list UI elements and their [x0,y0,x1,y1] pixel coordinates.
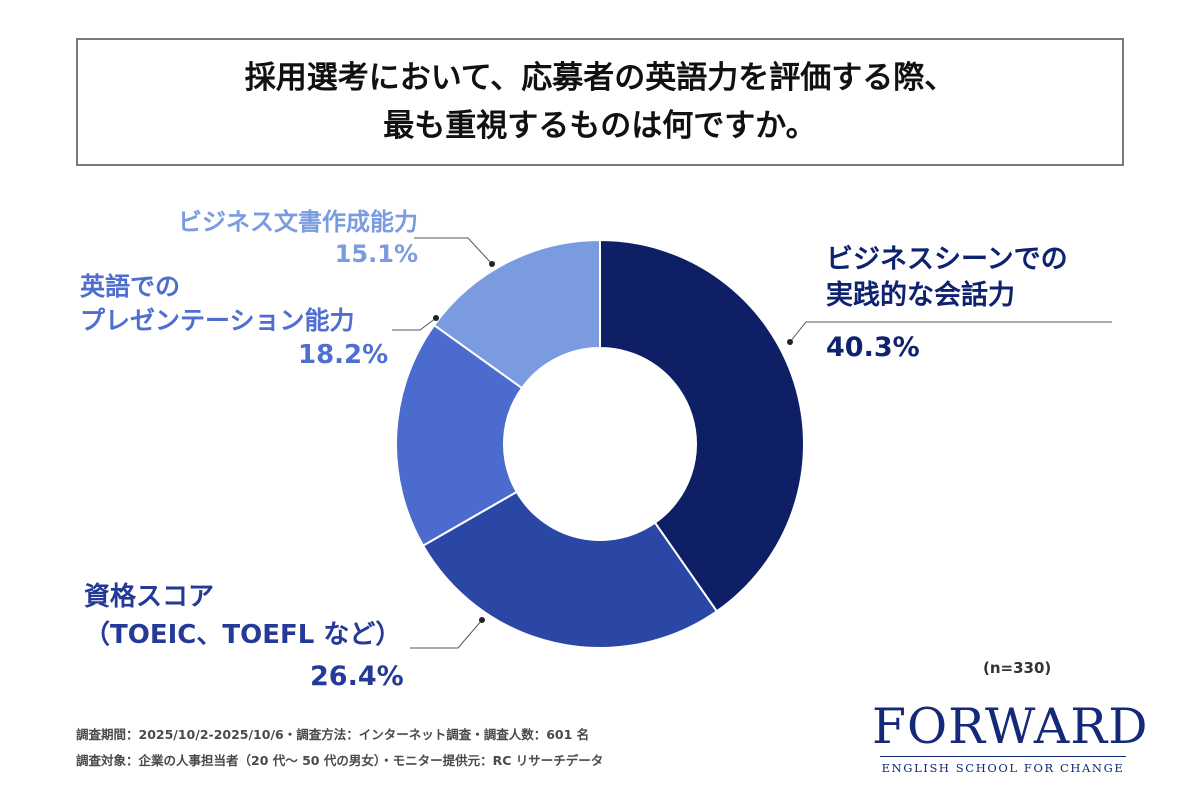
slice-label-business-conversation: ビジネスシーンでの 実践的な会話力 40.3% [826,242,1068,366]
brand-divider [880,756,1126,757]
brand-name: FORWARD [872,698,1149,755]
leader-dot [433,315,439,321]
leader-dot [489,261,495,267]
brand-logo: FORWARD ENGLISH SCHOOL FOR CHANGE [872,698,1149,776]
chart-title-line-1: 採用選考において、応募者の英語力を評価する際、 [244,60,956,96]
chart-title-box: 採用選考において、応募者の英語力を評価する際、 最も重視するものは何ですか。 [76,38,1124,166]
slice-value-label: 18.2% [298,340,389,370]
slice-label-text: （TOEIC、TOEFL など） [84,620,402,650]
slice-label-qualification-score: 資格スコア （TOEIC、TOEFL など） 26.4% [84,578,404,696]
slice-label-text: ビジネスシーンでの [826,244,1068,275]
leader-lines [392,237,1112,649]
slice-qualification-score [421,490,719,649]
leader-dot [479,617,485,623]
slice-label-text: ビジネス文書作成能力 [178,208,418,236]
brand-tagline: ENGLISH SCHOOL FOR CHANGE [881,761,1125,775]
sample-size-note: (n=330) [983,659,1052,677]
slice-label-text: 英語での [80,272,181,301]
slice-label-presentation: 英語での プレゼンテーション能力 18.2% [80,270,388,372]
slice-value-label: 15.1% [334,240,418,268]
slice-presentation [395,323,524,547]
leader-line-business-writing [414,237,493,265]
survey-footnote-target: 調査対象：企業の人事担当者（20 代〜 50 代の男女）・モニター提供元：RC … [76,753,604,768]
slice-label-text: プレゼンテーション能力 [80,306,355,335]
leader-dot [787,339,793,345]
slice-label-text: 資格スコア [84,582,215,612]
leader-line-business-conversation [789,321,1112,343]
leader-line-qualification-score [410,619,483,649]
slice-label-business-writing: ビジネス文書作成能力 15.1% [156,206,418,270]
slice-value-label: 40.3% [826,332,920,363]
survey-footnote-period: 調査期間：2025/10/2-2025/10/6・調査方法：インターネット調査・… [76,727,590,742]
slice-business-conversation [599,238,805,613]
leader-line-presentation [392,317,437,331]
chart-title-line-2: 最も重視するものは何ですか。 [383,108,817,144]
slice-value-label: 26.4% [310,661,404,692]
donut-slices [395,238,805,649]
slice-business-writing [432,238,601,390]
slice-label-text: 実践的な会話力 [826,280,1015,311]
